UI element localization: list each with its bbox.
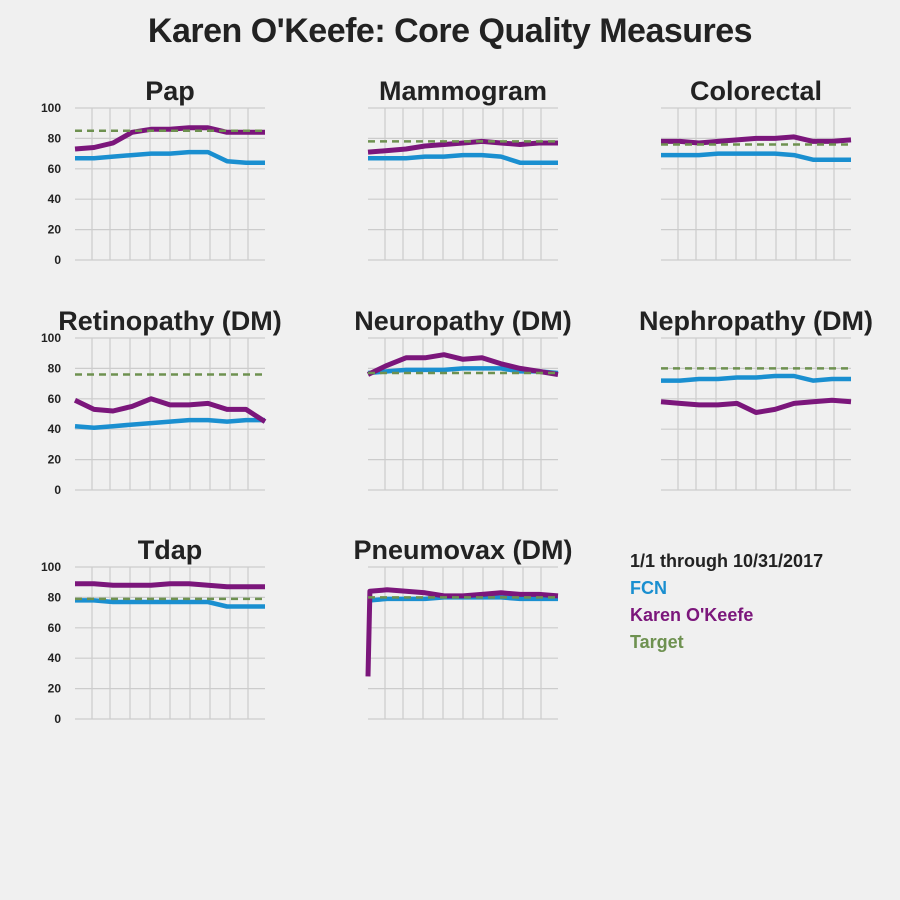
- y-tick-label: 20: [48, 682, 62, 696]
- chart-title: Pap: [145, 76, 195, 106]
- chart-panel-pneumovax-dm: Pneumovax (DM): [353, 535, 573, 720]
- series-line-karen-o-keefe: [366, 352, 559, 377]
- series-line-fcn: [74, 417, 265, 430]
- series-line-karen-o-keefe: [73, 396, 267, 424]
- series-line-fcn: [368, 152, 558, 165]
- y-tick-label: 20: [48, 223, 62, 237]
- y-tick-label: 80: [48, 131, 62, 145]
- legend-entry-target: Target: [630, 632, 684, 652]
- chart-title: Mammogram: [379, 76, 547, 106]
- y-tick-label: 40: [48, 651, 62, 665]
- chart-title: Pneumovax (DM): [353, 535, 572, 565]
- y-tick-label: 0: [54, 712, 61, 726]
- chart-title: Neuropathy (DM): [354, 306, 572, 336]
- y-tick-label: 40: [48, 422, 62, 436]
- y-tick-label: 40: [48, 192, 62, 206]
- chart-panel-retinopathy-dm: Retinopathy (DM) 0 20 40 60 80 100: [41, 306, 282, 497]
- series-line-karen-o-keefe: [367, 138, 558, 155]
- chart-panel-neuropathy-dm: Neuropathy (DM): [354, 306, 572, 491]
- y-tick-label: 60: [48, 392, 62, 406]
- chart-title: Tdap: [138, 535, 203, 565]
- series-line-fcn: [661, 151, 851, 162]
- series-line-fcn: [661, 373, 851, 383]
- series-line-karen-o-keefe: [75, 581, 265, 590]
- y-tick-label: 80: [48, 590, 62, 604]
- chart-panel-nephropathy-dm: Nephropathy (DM): [639, 306, 873, 491]
- legend: 1/1 through 10/31/2017 FCN Karen O'Keefe…: [630, 548, 823, 656]
- series-line-fcn: [75, 149, 265, 165]
- series-line-karen-o-keefe: [74, 125, 265, 152]
- chart-title: Colorectal: [690, 76, 822, 106]
- legend-entry-karen-okeefe: Karen O'Keefe: [630, 605, 754, 625]
- chart-panel-tdap: Tdap 0 20 40 60 80 100: [41, 535, 265, 726]
- series-line-karen-o-keefe: [365, 587, 559, 677]
- y-tick-label: 20: [48, 453, 62, 467]
- y-tick-label: 80: [48, 361, 62, 375]
- y-tick-label: 100: [41, 331, 61, 345]
- y-tick-label: 100: [41, 101, 61, 115]
- chart-panel-pap: Pap 0 20 40 60 80 100: [41, 76, 265, 267]
- chart-title: Nephropathy (DM): [639, 306, 873, 336]
- y-tick-label: 60: [48, 621, 62, 635]
- series-line-karen-o-keefe: [660, 397, 852, 415]
- chart-panel-mammogram: Mammogram: [367, 76, 558, 261]
- y-tick-label: 100: [41, 560, 61, 574]
- y-tick-label: 0: [54, 253, 61, 267]
- page-title: Karen O'Keefe: Core Quality Measures: [147, 12, 753, 50]
- series-line-karen-o-keefe: [661, 134, 852, 146]
- legend-period: 1/1 through 10/31/2017: [630, 551, 824, 571]
- chart-panel-colorectal: Colorectal: [661, 76, 852, 261]
- chart-title: Retinopathy (DM): [58, 306, 281, 336]
- series-line-fcn: [75, 598, 265, 609]
- y-tick-label: 0: [54, 483, 61, 497]
- y-tick-label: 60: [48, 162, 62, 176]
- legend-entry-fcn: FCN: [630, 578, 667, 598]
